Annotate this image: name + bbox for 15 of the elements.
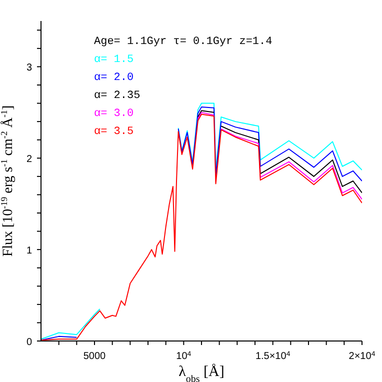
text: α= 3.0 xyxy=(94,107,135,122)
text: α= 2.35 xyxy=(94,89,142,104)
x-tick-label: 1.5×10$^{4}$ xyxy=(255,350,290,362)
text: α= 2.0 xyxy=(94,71,135,86)
y-tick-label: 2 xyxy=(26,154,32,166)
x-tick-label: 5000 xyxy=(83,351,106,362)
y-tick-label: 1 xyxy=(26,246,32,257)
x-tick-label: 2×10$^{4}$ xyxy=(348,350,376,362)
text: α= 1.5 xyxy=(94,53,135,68)
y-tick-label: 3 xyxy=(26,62,32,74)
text: α= 3.5 xyxy=(94,125,135,140)
annotation: Age= 1.1Gyr τ= 0.1Gyr z=1.4 xyxy=(94,35,272,50)
x-axis-title: λ$_{obs}$ [Å] xyxy=(178,363,224,382)
y-tick-label: 0 xyxy=(26,337,32,348)
x-tick-label: 10$^{4}$ xyxy=(176,350,192,362)
